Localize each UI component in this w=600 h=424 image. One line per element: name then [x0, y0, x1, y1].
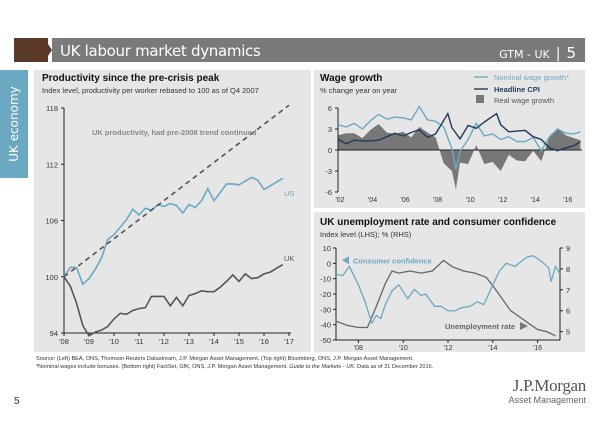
source-line-2b: Guide to the Markets - UK.: [289, 363, 356, 370]
productivity-panel: Productivity since the pre-crisis peak I…: [34, 70, 311, 352]
jpmorgan-logo: J.P.Morgan Asset Management: [508, 376, 586, 405]
y2-tick-label: 5: [566, 328, 570, 337]
x-tick-label: '11: [134, 337, 143, 346]
x-tick-label: '06: [401, 197, 410, 204]
header-separator: |: [555, 46, 561, 62]
x-tick-label: '10: [109, 337, 119, 346]
y-tick-label: 106: [45, 217, 58, 226]
header-chevron-icon: [44, 38, 52, 62]
y2-tick-label: 8: [566, 265, 570, 274]
y-tick-label: -30: [320, 305, 331, 314]
x-tick-label: '12: [498, 197, 507, 204]
logo-subtitle: Asset Management: [508, 395, 586, 405]
x-tick-label: '17: [284, 337, 294, 346]
series-unemployment-line: [335, 259, 556, 337]
x-tick-label: '08: [354, 345, 363, 352]
source-line-1: Source: (Left) BEA, ONS, Thomson Reuters…: [36, 356, 414, 362]
wage-growth-chart: -6 -3 0 3 6 '02 '04 '06 '08 '10 '12 '14 '16 Nominal w…: [325, 73, 582, 204]
series-us-line: [63, 176, 284, 286]
source-line-2a: *Nominal wages include bonuses. (Bottom …: [36, 363, 290, 370]
y2-tick-label: 6: [566, 307, 570, 316]
x-tick-label: '13: [184, 337, 194, 346]
legend-cpi-label: Headline CPI: [494, 85, 540, 94]
productivity-subtitle: Index level, productivity per worker reb…: [42, 86, 259, 95]
wage-growth-title: Wage growth: [320, 73, 383, 84]
x-tick-label: '16: [563, 197, 572, 204]
x-tick-label: '04: [368, 197, 377, 204]
x-tick-label: '12: [443, 345, 452, 352]
side-tab-uk-economy: UK economy: [0, 70, 28, 178]
y-tick-label: -3: [325, 167, 332, 176]
y-tick-label: 3: [328, 125, 332, 134]
productivity-chart: 94 100 106 112 118 '08 '09 '10 '11 '12 '13 '14 '15 '1…: [45, 104, 294, 346]
header-bar: [52, 38, 585, 62]
header-right: GTM - UK | 5: [499, 44, 576, 62]
confidence-arrow-icon: [342, 256, 349, 265]
x-tick-label: '08: [433, 197, 442, 204]
wage-growth-panel: Wage growth % change year on year -6 -3 0 3…: [314, 70, 585, 208]
x-tick-label: '16: [259, 337, 269, 346]
series-uk-line: [63, 263, 284, 337]
x-tick-label: '14: [531, 197, 540, 204]
header-page-number: 5: [566, 44, 576, 62]
y-tick-label: 118: [46, 104, 58, 113]
logo-wordmark: J.P.Morgan: [512, 376, 587, 395]
y-tick-label: 10: [323, 244, 331, 253]
y-tick-label: -50: [320, 336, 331, 345]
page-title: UK labour market dynamics: [60, 42, 261, 60]
x-tick-label: '12: [159, 337, 169, 346]
x-tick-label: '16: [533, 345, 542, 352]
source-line-2: *Nominal wages include bonuses. (Bottom …: [36, 364, 596, 372]
unemployment-panel: UK unemployment rate and consumer confid…: [314, 212, 585, 352]
uk-label: UK: [284, 254, 294, 263]
x-tick-label: '08: [59, 337, 69, 346]
y-tick-label: -10: [320, 275, 331, 284]
y-tick-label: 0: [327, 259, 331, 268]
series-trend-line: [63, 104, 290, 278]
x-tick-label: '10: [466, 197, 475, 204]
side-tab-label: UK economy: [7, 86, 21, 162]
legend-real-swatch: [476, 95, 484, 103]
x-tick-label: '14: [209, 337, 219, 346]
source-note: Source: (Left) BEA, ONS, Thomson Reuters…: [36, 356, 596, 371]
x-tick-label: '02: [335, 197, 344, 204]
wage-growth-subtitle: % change year on year: [320, 86, 398, 95]
y-tick-label: -40: [320, 321, 331, 330]
unemployment-chart: -50 -40 -30 -20 -10 0 10 5 6 7 8 9 '08 '10 '12 '14 '16 Co…: [320, 244, 570, 352]
y2-tick-label: 9: [566, 244, 570, 253]
section-label: GTM - UK: [499, 48, 550, 61]
x-tick-label: '14: [488, 345, 497, 352]
legend-nominal-label: Nominal wage growth*: [494, 73, 569, 82]
x-tick-label: '09: [84, 337, 94, 346]
y-tick-label: -20: [320, 290, 331, 299]
series-nominal-wage-line: [337, 105, 581, 170]
unemployment-subtitle: Index level (LHS); % (RHS): [320, 230, 412, 239]
y2-tick-label: 7: [566, 286, 570, 295]
unemployment-label: Unemployment rate: [445, 322, 515, 331]
y-tick-label: 6: [328, 104, 332, 113]
confidence-label: Consumer confidence: [353, 256, 432, 265]
x-tick-label: '10: [399, 345, 408, 352]
series-cpi-line: [337, 111, 581, 152]
y-tick-label: 94: [50, 329, 58, 338]
y-tick-label: 112: [46, 160, 58, 169]
header-brand-block: [14, 38, 48, 62]
source-line-2c: Data as of 31 December 2016.: [355, 363, 434, 370]
productivity-title: Productivity since the pre-crisis peak: [42, 73, 220, 84]
y-tick-label: 100: [45, 273, 58, 282]
series-confidence-line: [335, 255, 561, 325]
us-label: US: [284, 189, 294, 198]
trend-annotation: UK productivity, had pre-2008 trend cont…: [92, 128, 257, 137]
legend-real-label: Real wage growth: [494, 96, 554, 105]
unemployment-title: UK unemployment rate and consumer confid…: [320, 217, 557, 228]
unemployment-arrow-icon: [520, 322, 528, 330]
x-tick-label: '15: [234, 337, 244, 346]
y-tick-label: 0: [328, 146, 332, 155]
y-tick-label: -6: [325, 188, 332, 197]
footer-page-number: 5: [14, 396, 20, 407]
